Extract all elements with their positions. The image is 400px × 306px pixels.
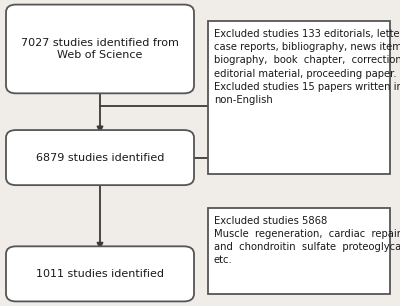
FancyBboxPatch shape (208, 208, 390, 294)
Text: Excluded studies 133 editorials, letters,
case reports, bibliography, news item,: Excluded studies 133 editorials, letters… (214, 29, 400, 105)
FancyBboxPatch shape (208, 21, 390, 174)
FancyBboxPatch shape (6, 246, 194, 301)
Text: 7027 studies identified from
Web of Science: 7027 studies identified from Web of Scie… (21, 38, 179, 60)
FancyBboxPatch shape (6, 130, 194, 185)
FancyBboxPatch shape (6, 5, 194, 93)
Text: Excluded studies 5868
Muscle  regeneration,  cardiac  repair
and  chondroitin  s: Excluded studies 5868 Muscle regeneratio… (214, 216, 400, 265)
Text: 1011 studies identified: 1011 studies identified (36, 269, 164, 279)
Text: 6879 studies identified: 6879 studies identified (36, 153, 164, 162)
